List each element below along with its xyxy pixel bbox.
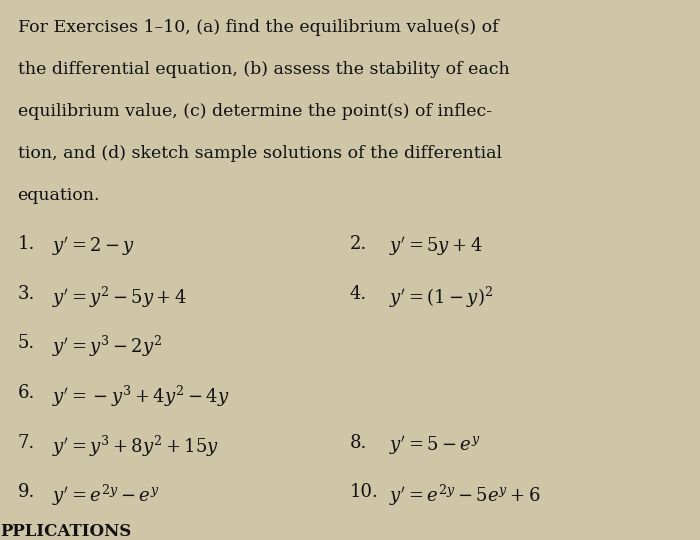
Text: 5.: 5. — [18, 334, 35, 352]
Text: 9.: 9. — [18, 483, 35, 501]
Text: 3.: 3. — [18, 285, 35, 302]
Text: For Exercises 1–10, (a) find the equilibrium value(s) of: For Exercises 1–10, (a) find the equilib… — [18, 19, 498, 36]
Text: the differential equation, (b) assess the stability of each: the differential equation, (b) assess th… — [18, 61, 510, 78]
Text: equilibrium value, (c) determine the point(s) of inflec-: equilibrium value, (c) determine the poi… — [18, 103, 491, 120]
Text: $y' = (1 - y)^2$: $y' = (1 - y)^2$ — [389, 285, 493, 310]
Text: $y' = y^3 + 8y^2 + 15y$: $y' = y^3 + 8y^2 + 15y$ — [52, 434, 220, 459]
Text: tion, and (d) sketch sample solutions of the differential: tion, and (d) sketch sample solutions of… — [18, 145, 501, 162]
Text: PPLICATIONS: PPLICATIONS — [0, 523, 132, 539]
Text: $y' = e^{2y} - 5e^y + 6$: $y' = e^{2y} - 5e^y + 6$ — [389, 483, 540, 509]
Text: $y' = y^3 - 2y^2$: $y' = y^3 - 2y^2$ — [52, 334, 163, 360]
Text: 1.: 1. — [18, 235, 35, 253]
Text: 7.: 7. — [18, 434, 35, 451]
Text: $y' = 5y + 4$: $y' = 5y + 4$ — [389, 235, 482, 258]
Text: 2.: 2. — [350, 235, 368, 253]
Text: equation.: equation. — [18, 187, 100, 204]
Text: $y' = 5 - e^y$: $y' = 5 - e^y$ — [389, 434, 480, 457]
Text: $y' = e^{2y} - e^y$: $y' = e^{2y} - e^y$ — [52, 483, 160, 509]
Text: $y' = y^2 - 5y + 4$: $y' = y^2 - 5y + 4$ — [52, 285, 188, 310]
Text: $y' = 2 - y$: $y' = 2 - y$ — [52, 235, 136, 258]
Text: 6.: 6. — [18, 384, 35, 402]
Text: 4.: 4. — [350, 285, 368, 302]
Text: $y' = -y^3 + 4y^2 - 4y$: $y' = -y^3 + 4y^2 - 4y$ — [52, 384, 230, 409]
Text: 10.: 10. — [350, 483, 379, 501]
Text: 8.: 8. — [350, 434, 368, 451]
